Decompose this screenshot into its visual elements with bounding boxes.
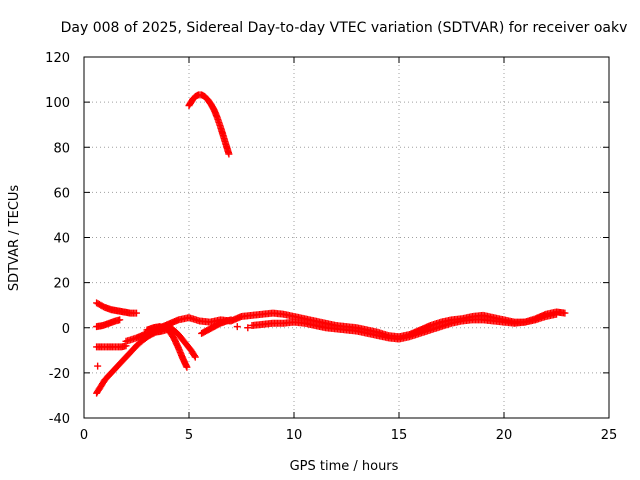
x-axis-label: GPS time / hours <box>290 459 399 474</box>
series-main-lower <box>248 310 560 343</box>
y-tick-label: 60 <box>53 186 70 201</box>
plot-frame <box>83 56 610 419</box>
data-point <box>227 316 235 324</box>
x-tick-label: 25 <box>601 428 618 443</box>
grid-lines <box>84 57 609 418</box>
data-point <box>225 150 233 158</box>
data-point <box>133 309 140 317</box>
series-fall-b <box>156 323 199 361</box>
series-early-rise <box>93 326 170 397</box>
y-tick-label: 120 <box>45 51 70 66</box>
x-tick-label: 5 <box>185 428 193 443</box>
y-tick-label: 80 <box>53 141 70 156</box>
series-isolated <box>94 323 252 370</box>
series-branch-6 <box>198 316 235 337</box>
data-point <box>116 316 124 324</box>
data-point <box>190 352 198 360</box>
data-point <box>191 353 199 361</box>
data-point <box>122 342 130 350</box>
data-point <box>183 363 191 371</box>
y-axis-label: SDTVAR / TECUs <box>7 185 22 292</box>
y-tick-label: 20 <box>53 277 70 292</box>
series-early-top <box>93 299 140 317</box>
y-tick-label: 0 <box>62 322 70 337</box>
x-tick-label: 10 <box>286 428 303 443</box>
data-point <box>553 310 560 318</box>
y-tick-label: 40 <box>53 232 70 247</box>
axis-ticks: 0 5 10 15 20 25 -40 -20 0 20 40 60 80 100 120 <box>45 51 617 443</box>
data-point <box>561 309 569 317</box>
data-point <box>233 323 241 331</box>
y-tick-label: -40 <box>49 412 70 427</box>
data-markers <box>93 91 569 397</box>
series-early-short <box>93 316 124 331</box>
chart-title: Day 008 of 2025, Sidereal Day-to-day VTE… <box>61 20 628 36</box>
y-tick-label: -20 <box>49 367 70 382</box>
data-point <box>94 362 102 370</box>
x-tick-label: 0 <box>80 428 88 443</box>
data-point <box>244 324 252 332</box>
y-tick-label: 100 <box>45 96 70 111</box>
series-early-flat <box>93 342 130 351</box>
x-tick-label: 20 <box>496 428 513 443</box>
x-tick-label: 15 <box>391 428 408 443</box>
series-arc-high <box>185 91 233 158</box>
